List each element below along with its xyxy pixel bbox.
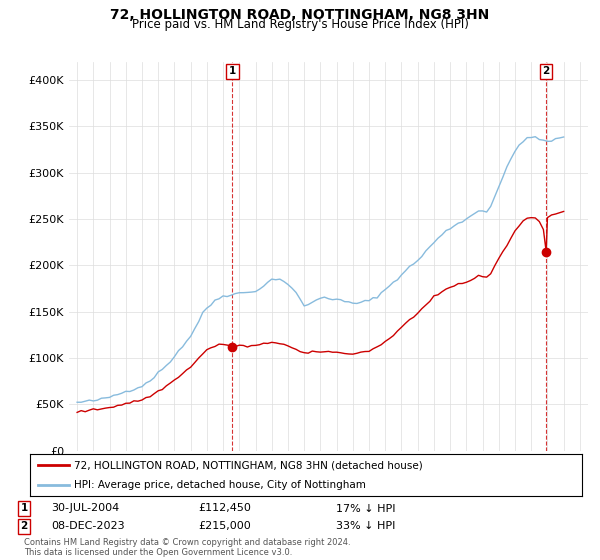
Text: 08-DEC-2023: 08-DEC-2023 [51, 521, 125, 531]
Text: 33% ↓ HPI: 33% ↓ HPI [336, 521, 395, 531]
Text: 17% ↓ HPI: 17% ↓ HPI [336, 503, 395, 514]
Text: 72, HOLLINGTON ROAD, NOTTINGHAM, NG8 3HN (detached house): 72, HOLLINGTON ROAD, NOTTINGHAM, NG8 3HN… [74, 460, 423, 470]
Text: 30-JUL-2004: 30-JUL-2004 [51, 503, 119, 514]
Text: 72, HOLLINGTON ROAD, NOTTINGHAM, NG8 3HN: 72, HOLLINGTON ROAD, NOTTINGHAM, NG8 3HN [110, 8, 490, 22]
Text: Price paid vs. HM Land Registry's House Price Index (HPI): Price paid vs. HM Land Registry's House … [131, 18, 469, 31]
Text: 2: 2 [20, 521, 28, 531]
Text: Contains HM Land Registry data © Crown copyright and database right 2024.
This d: Contains HM Land Registry data © Crown c… [24, 538, 350, 557]
Text: 1: 1 [229, 66, 236, 76]
Text: HPI: Average price, detached house, City of Nottingham: HPI: Average price, detached house, City… [74, 480, 366, 490]
Text: 1: 1 [20, 503, 28, 514]
Text: 2: 2 [542, 66, 550, 76]
Text: £112,450: £112,450 [198, 503, 251, 514]
Text: £215,000: £215,000 [198, 521, 251, 531]
